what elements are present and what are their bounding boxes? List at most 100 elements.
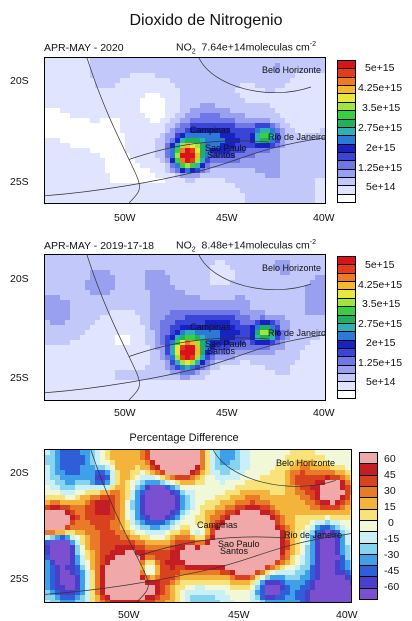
- field-cell: [135, 490, 141, 496]
- field-cell: [230, 450, 236, 456]
- field-cell: [160, 490, 166, 496]
- field-cell: [150, 260, 156, 266]
- field-cell: [315, 183, 321, 189]
- field-cell: [150, 375, 156, 381]
- field-cell: [245, 570, 251, 576]
- field-cell: [110, 280, 116, 286]
- field-cell: [45, 360, 51, 366]
- field-cell: [115, 265, 121, 271]
- field-cell: [240, 188, 246, 194]
- field-cell: [230, 295, 236, 301]
- field-cell: [225, 255, 231, 261]
- field-cell: [145, 460, 151, 466]
- field-cell: [280, 330, 286, 336]
- field-cell: [345, 510, 351, 516]
- field-cell: [195, 148, 201, 154]
- field-cell: [320, 78, 325, 84]
- field-cell: [130, 540, 136, 546]
- field-cell: [195, 515, 201, 521]
- field-cell: [145, 118, 151, 124]
- field-cell: [260, 320, 266, 326]
- field-cell: [50, 148, 56, 154]
- field-cell: [60, 73, 66, 79]
- field-cell: [315, 103, 321, 109]
- field-cell: [175, 265, 181, 271]
- field-cell: [200, 375, 206, 381]
- field-cell: [305, 380, 311, 386]
- field-cell: [300, 450, 306, 456]
- field-cell: [140, 360, 146, 366]
- field-cell: [270, 123, 276, 129]
- field-cell: [105, 265, 111, 271]
- field-cell: [110, 505, 116, 511]
- field-cell: [250, 173, 256, 179]
- field-cell: [90, 475, 96, 481]
- field-cell: [250, 550, 256, 556]
- field-cell: [150, 580, 156, 586]
- field-cell: [190, 330, 196, 336]
- field-cell: [160, 133, 166, 139]
- field-cell: [280, 360, 286, 366]
- field-cell: [45, 93, 51, 99]
- field-cell: [55, 475, 61, 481]
- field-cell: [95, 285, 101, 291]
- field-cell: [305, 188, 311, 194]
- field-cell: [85, 525, 91, 531]
- field-cell: [270, 305, 276, 311]
- field-cell: [120, 575, 126, 581]
- field-cell: [340, 500, 346, 506]
- field-cell: [235, 375, 241, 381]
- field-cell: [250, 560, 256, 566]
- panel1-city-santos: Santos: [207, 150, 236, 160]
- field-cell: [225, 93, 231, 99]
- field-cell: [315, 480, 321, 486]
- field-cell: [90, 490, 96, 496]
- field-cell: [195, 198, 201, 203]
- field-cell: [120, 325, 126, 331]
- field-cell: [305, 193, 311, 199]
- field-cell: [265, 360, 271, 366]
- field-cell: [150, 310, 156, 316]
- field-cell: [280, 505, 286, 511]
- field-cell: [130, 58, 136, 64]
- field-cell: [245, 455, 251, 461]
- field-cell: [45, 58, 51, 64]
- field-cell: [210, 460, 216, 466]
- field-cell: [120, 178, 126, 184]
- field-cell: [255, 350, 261, 356]
- field-cell: [155, 455, 161, 461]
- field-cell: [155, 360, 161, 366]
- field-cell: [270, 545, 276, 551]
- field-cell: [320, 530, 326, 536]
- field-cell: [190, 118, 196, 124]
- field-cell: [115, 98, 121, 104]
- field-cell: [210, 310, 216, 316]
- field-cell: [195, 188, 201, 194]
- field-cell: [215, 485, 221, 491]
- field-cell: [215, 370, 221, 376]
- field-cell: [130, 510, 136, 516]
- field-cell: [280, 138, 286, 144]
- field-cell: [260, 88, 266, 94]
- field-cell: [50, 88, 56, 94]
- field-cell: [245, 390, 251, 396]
- field-cell: [290, 320, 296, 326]
- field-cell: [175, 380, 181, 386]
- field-cell: [80, 193, 86, 199]
- field-cell: [285, 560, 291, 566]
- field-cell: [95, 465, 101, 471]
- field-cell: [175, 360, 181, 366]
- field-cell: [210, 550, 216, 556]
- field-cell: [310, 300, 316, 306]
- field-cell: [60, 63, 66, 69]
- field-cell: [155, 515, 161, 521]
- field-cell: [170, 295, 176, 301]
- field-cell: [245, 148, 251, 154]
- field-cell: [110, 173, 116, 179]
- field-cell: [80, 550, 86, 556]
- field-cell: [235, 148, 241, 154]
- field-cell: [310, 295, 316, 301]
- field-cell: [220, 575, 226, 581]
- field-cell: [290, 178, 296, 184]
- field-cell: [330, 545, 336, 551]
